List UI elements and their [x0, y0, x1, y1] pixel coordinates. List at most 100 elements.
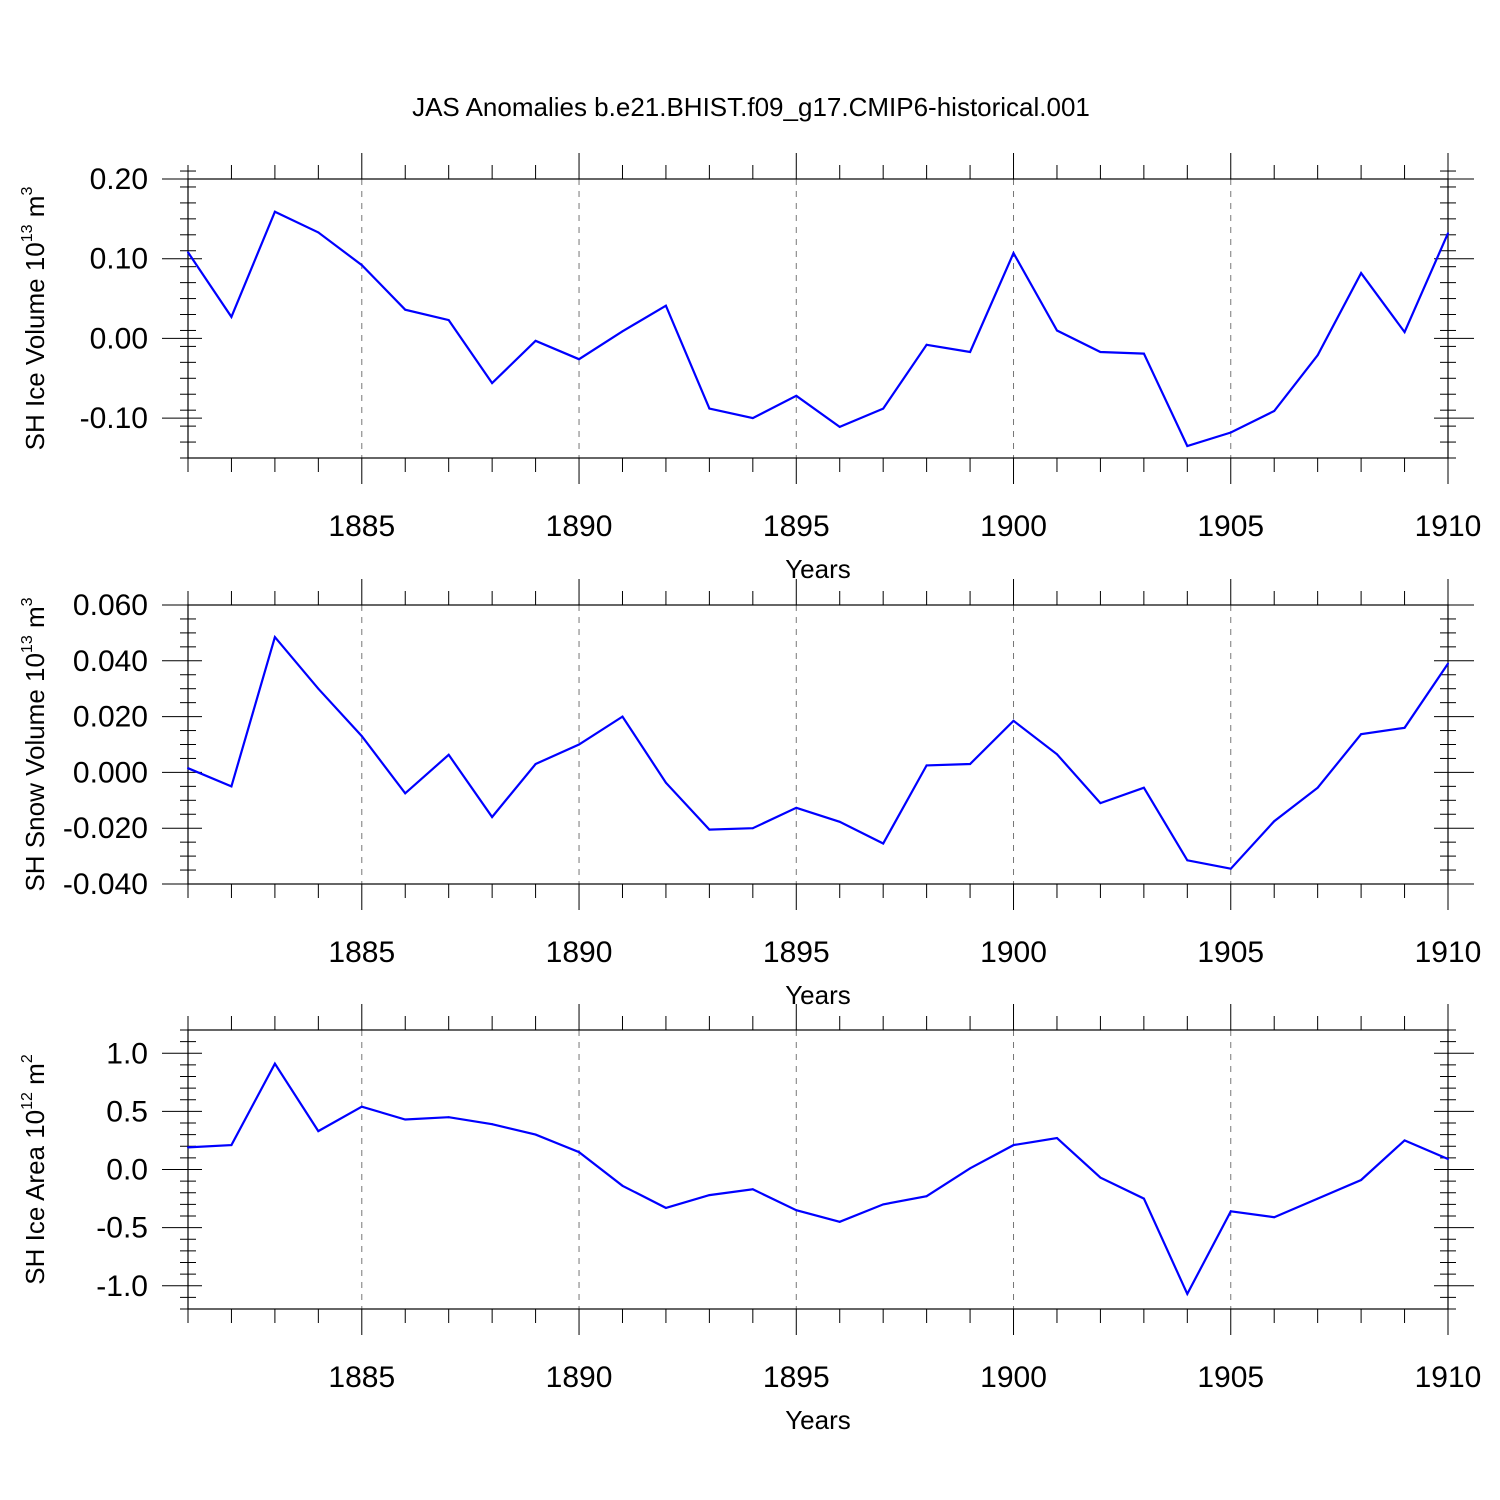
data-point-1882: [230, 785, 233, 788]
data-point-1903: [1142, 352, 1145, 355]
data-point-1908: [1360, 272, 1363, 275]
x-tick-label: 1890: [546, 1361, 613, 1394]
data-point-1886: [404, 308, 407, 311]
data-point-1898: [925, 764, 928, 767]
data-point-1883: [273, 210, 276, 213]
data-point-1905: [1229, 1210, 1232, 1213]
data-point-1906: [1273, 1216, 1276, 1219]
plot-frame: [187, 604, 1449, 885]
y-axis-label-exponent: 13: [19, 635, 36, 653]
data-point-1886: [404, 792, 407, 795]
data-point-1898: [925, 1195, 928, 1198]
data-point-1902: [1099, 1176, 1102, 1179]
y-axis-label-unit: m: [20, 196, 50, 225]
panel-2: -0.040 -0.020 0.000 0.020 0.040 0.060 1885 1890…: [19, 579, 1481, 1010]
data-point-1881: [187, 767, 189, 770]
data-point-1905: [1229, 431, 1232, 434]
data-point-1890: [578, 358, 581, 361]
data-point-1891: [621, 330, 624, 333]
data-point-1883: [273, 1062, 276, 1065]
x-tick-label: 1890: [546, 936, 613, 969]
data-point-1896: [838, 1220, 841, 1223]
x-tick-label: 1895: [763, 936, 830, 969]
data-point-1890: [578, 743, 581, 746]
data-point-1908: [1360, 1178, 1363, 1181]
data-point-1903: [1142, 786, 1145, 789]
data-point-1885: [360, 735, 363, 738]
data-point-1883: [273, 636, 276, 639]
y-tick-label: -0.5: [96, 1212, 148, 1245]
y-axis-label-unit-exponent: 2: [19, 1054, 36, 1063]
y-tick-label: 0.060: [73, 589, 148, 622]
data-point-1897: [882, 842, 885, 845]
x-tick-label: 1905: [1197, 936, 1264, 969]
data-point-1904: [1186, 1292, 1189, 1295]
data-point-1887: [447, 1116, 450, 1119]
data-point-1902: [1099, 350, 1102, 353]
data-point-1893: [708, 407, 711, 410]
data-point-1895: [795, 1209, 798, 1212]
y-tick-label: -1.0: [96, 1270, 148, 1303]
x-tick-label: 1895: [763, 510, 830, 543]
data-point-1889: [534, 1133, 537, 1136]
data-point-1893: [708, 1194, 711, 1197]
data-point-1895: [795, 806, 798, 809]
y-axis-label-text: SH Snow Volume 10: [20, 653, 50, 891]
data-point-1885: [360, 264, 363, 267]
y-axis-label-unit-exponent: 3: [19, 597, 36, 606]
data-point-1887: [447, 319, 450, 322]
x-tick-label: 1900: [980, 1361, 1047, 1394]
x-tick-label: 1885: [328, 1361, 395, 1394]
data-point-1904: [1186, 859, 1189, 862]
x-tick-label: 1900: [980, 936, 1047, 969]
data-point-1891: [621, 1184, 624, 1187]
data-point-1906: [1273, 820, 1276, 823]
data-point-1895: [795, 394, 798, 397]
x-tick-label: 1890: [546, 510, 613, 543]
x-tick-label: 1885: [328, 510, 395, 543]
data-point-1894: [751, 1188, 754, 1191]
data-point-1888: [491, 382, 494, 385]
panel-3: -1.0 -0.5 0.0 0.5 1.0 1885 1890 1895 1900 1905 191…: [19, 1004, 1481, 1435]
data-point-1891: [621, 715, 624, 718]
x-axis-label: Years: [785, 980, 851, 1010]
x-axis-label: Years: [785, 554, 851, 584]
plot-frame: [187, 178, 1449, 459]
data-point-1894: [751, 827, 754, 830]
y-tick-label: -0.040: [63, 868, 148, 901]
y-axis-label-unit: m: [20, 606, 50, 635]
data-point-1900: [1012, 1144, 1015, 1147]
y-axis-label: SH Ice Area 1012 m2: [19, 1054, 50, 1285]
y-tick-label: 0.00: [90, 322, 148, 355]
y-tick-label: 0.000: [73, 756, 148, 789]
data-point-1909: [1403, 1139, 1406, 1142]
data-point-1896: [838, 820, 841, 823]
x-tick-label: 1910: [1415, 936, 1482, 969]
y-axis-label-unit: m: [20, 1063, 50, 1092]
data-point-1898: [925, 343, 928, 346]
data-point-1888: [491, 1123, 494, 1126]
data-point-1910: [1447, 232, 1449, 235]
data-point-1886: [404, 1118, 407, 1121]
data-point-1909: [1403, 726, 1406, 729]
x-tick-label: 1885: [328, 936, 395, 969]
y-tick-label: 0.040: [73, 645, 148, 678]
data-point-1884: [317, 687, 320, 690]
data-point-1910: [1447, 662, 1449, 665]
data-point-1892: [664, 1206, 667, 1209]
data-point-1882: [230, 1144, 233, 1147]
panel-1: -0.10 0.00 0.10 0.20 1885 1890 1895 1900 1905 191…: [19, 153, 1481, 584]
data-point-1884: [317, 1130, 320, 1133]
data-point-1904: [1186, 445, 1189, 448]
data-point-1889: [534, 763, 537, 766]
data-point-1893: [708, 828, 711, 831]
y-axis-label-unit-exponent: 3: [19, 187, 36, 196]
plot-frame: [187, 1029, 1449, 1310]
y-axis-label-exponent: 13: [19, 224, 36, 242]
y-tick-label: 0.10: [90, 243, 148, 276]
data-point-1906: [1273, 409, 1276, 412]
data-point-1908: [1360, 733, 1363, 736]
data-point-1889: [534, 339, 537, 342]
